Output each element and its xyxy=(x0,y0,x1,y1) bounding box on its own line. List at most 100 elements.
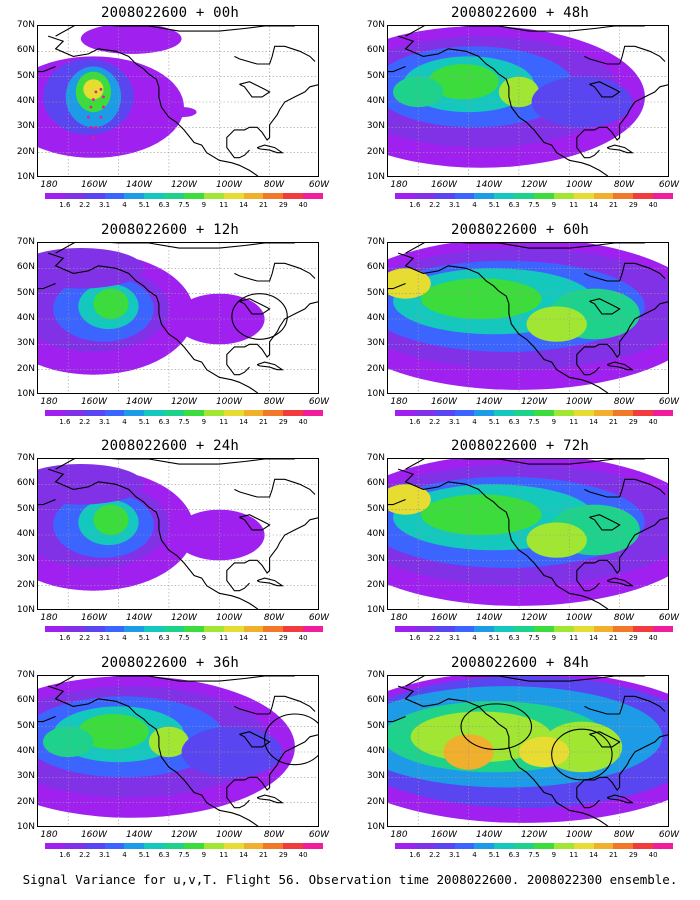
colorbar-segment xyxy=(263,193,284,199)
map-panel: 2008022600 + 48h 70N 60N 50N 40N 30N 20N 10N 180… xyxy=(355,5,685,217)
longitude-label: 100W xyxy=(565,180,593,190)
variance-region xyxy=(393,76,444,108)
longitude-label: 120W xyxy=(520,180,548,190)
latitude-label: 60N xyxy=(366,262,385,273)
colorbar-segment xyxy=(303,193,324,199)
longitude-label: 120W xyxy=(520,397,548,407)
colorbar-label: 3.1 xyxy=(98,201,111,209)
colorbar xyxy=(45,843,324,849)
latitude-label: 70N xyxy=(366,237,385,247)
map-panel: 2008022600 + 84h 70N 60N 50N 40N 30N 20N 10N 180… xyxy=(355,655,685,867)
latitude-label: 40N xyxy=(366,96,385,106)
colorbar xyxy=(395,193,674,199)
coastline xyxy=(388,243,668,393)
colorbar-label: 6.3 xyxy=(508,201,520,209)
panel-title: 2008022600 + 60h xyxy=(450,222,590,238)
variance-region xyxy=(80,26,182,54)
colorbar-segment xyxy=(395,626,415,632)
latitude-label: 70N xyxy=(366,453,385,463)
colorbar-labels: 1.6 2.2 3.1 4 5.1 6.3 7.5 9 11 14 21 29 40 xyxy=(45,201,323,211)
colorbar-segment xyxy=(494,843,515,849)
colorbar-labels: 1.6 2.2 3.1 4 5.1 6.3 7.5 9 11 14 21 29 40 xyxy=(395,418,673,428)
colorbar-labels: 1.6 2.2 3.1 4 5.1 6.3 7.5 9 11 14 21 29 40 xyxy=(45,418,323,428)
colorbar-label: 7.5 xyxy=(178,634,190,642)
colorbar-label: 9 xyxy=(201,418,207,426)
colorbar-segment xyxy=(184,410,204,416)
longitude-label: 100W xyxy=(565,830,593,840)
panel-title: 2008022600 + 84h xyxy=(450,655,590,671)
latitude-label: 40N xyxy=(366,529,385,539)
colorbar-label: 14 xyxy=(589,418,599,426)
colorbar-segment xyxy=(223,410,244,416)
colorbar-segment xyxy=(203,626,224,632)
latitude-label: 50N xyxy=(366,70,385,81)
colorbar-label: 2.2 xyxy=(79,634,91,642)
colorbar-label: 21 xyxy=(608,201,618,209)
colorbar-segment xyxy=(45,410,65,416)
colorbar-segment xyxy=(474,843,495,849)
map-panel: 2008022600 + 12h 70N 60N 50N 40N 30N 20N 10N 180… xyxy=(5,222,335,434)
colorbar-label: 3.1 xyxy=(448,418,461,426)
variance-region xyxy=(388,268,431,299)
colorbar-segment xyxy=(414,626,435,632)
variance-shading xyxy=(38,464,265,591)
latitude-label: 50N xyxy=(16,287,35,298)
colorbar-segment xyxy=(223,626,244,632)
colorbar-segment xyxy=(573,626,594,632)
colorbar-label: 40 xyxy=(648,418,658,426)
colorbar-label: 9 xyxy=(551,851,557,859)
colorbar-segment xyxy=(534,410,554,416)
map-svg xyxy=(38,26,318,176)
colorbar-segment xyxy=(184,193,204,199)
latitude-label: 10N xyxy=(366,389,385,399)
colorbar-label: 7.5 xyxy=(528,634,540,642)
colorbar-segment xyxy=(653,193,674,199)
colorbar-label: 2.2 xyxy=(79,201,91,209)
colorbar-label: 29 xyxy=(278,851,288,859)
colorbar-label: 5.1 xyxy=(138,418,150,426)
latitude-label: 10N xyxy=(16,389,35,399)
colorbar xyxy=(395,410,674,416)
variance-shading xyxy=(38,676,295,818)
colorbar-segment xyxy=(633,843,654,849)
colorbar-segment xyxy=(164,193,185,199)
colorbar-segment xyxy=(573,193,594,199)
colorbar-label: 1.6 xyxy=(59,851,71,859)
longitude-label: 60W xyxy=(658,397,680,407)
colorbar-segment xyxy=(593,626,614,632)
colorbar-label: 14 xyxy=(589,634,599,642)
latitude-label: 60N xyxy=(366,695,385,706)
variance-region xyxy=(43,726,94,758)
latitude-label: 10N xyxy=(366,822,385,832)
latitude-label: 50N xyxy=(16,503,35,514)
longitude-label: 80W xyxy=(263,180,285,190)
target-circle xyxy=(264,713,318,766)
colorbar-segment xyxy=(534,626,554,632)
colorbar-segment xyxy=(164,626,185,632)
longitude-label: 80W xyxy=(613,613,635,623)
longitude-label: 120W xyxy=(520,830,548,840)
colorbar-label: 6.3 xyxy=(508,634,520,642)
colorbar-segment xyxy=(613,843,634,849)
colorbar-segment xyxy=(263,626,284,632)
colorbar-segment xyxy=(434,410,455,416)
colorbar-segment xyxy=(164,843,185,849)
colorbar-segment xyxy=(494,626,515,632)
latitude-label: 30N xyxy=(366,121,385,132)
colorbar-segment xyxy=(243,193,264,199)
colorbar-label: 4 xyxy=(472,851,477,859)
latitude-label: 40N xyxy=(366,313,385,323)
latitude-label: 20N xyxy=(366,146,385,157)
latitude-label: 60N xyxy=(366,478,385,489)
colorbar-segment xyxy=(613,193,634,199)
colorbar-label: 11 xyxy=(569,851,579,859)
colorbar-label: 14 xyxy=(239,634,249,642)
colorbar-label: 29 xyxy=(628,851,638,859)
colorbar-label: 1.6 xyxy=(409,851,421,859)
colorbar-label: 1.6 xyxy=(59,634,71,642)
colorbar-label: 2.2 xyxy=(79,418,91,426)
colorbar-segment xyxy=(613,626,634,632)
latitude-label: 20N xyxy=(366,579,385,590)
variance-map xyxy=(387,675,669,827)
colorbar-segment xyxy=(653,626,674,632)
